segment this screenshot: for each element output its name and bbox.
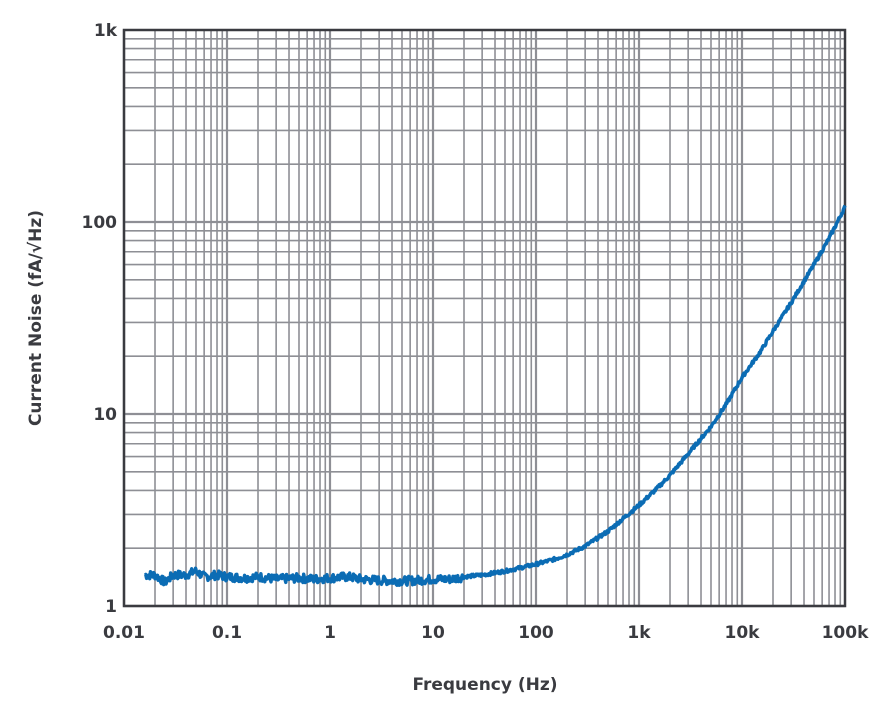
y-axis-label: Current Noise (fA/√Hz) [26,210,46,426]
x-tick-label: 1k [627,623,651,643]
y-tick-label: 1k [94,21,118,41]
x-tick-label: 1 [324,623,336,643]
x-tick-label: 0.01 [103,623,145,643]
y-tick-label: 1 [105,597,117,617]
series-line [143,204,847,587]
x-tick-label: 0.1 [212,623,242,643]
x-tick-label: 100 [518,623,554,643]
x-tick-label: 10k [725,623,761,643]
x-axis-label: Frequency (Hz) [412,675,557,695]
x-tick-label: 100k [822,623,869,643]
y-tick-label: 10 [93,405,117,425]
y-tick-label: 100 [82,213,118,233]
grid [122,30,845,608]
x-tick-labels: 0.01 0.1 1 10 100 1k 10k 100k [103,623,869,643]
x-tick-label: 10 [421,623,445,643]
y-tick-labels: 1 10 100 1k [82,21,118,617]
plot-frame [122,28,847,608]
